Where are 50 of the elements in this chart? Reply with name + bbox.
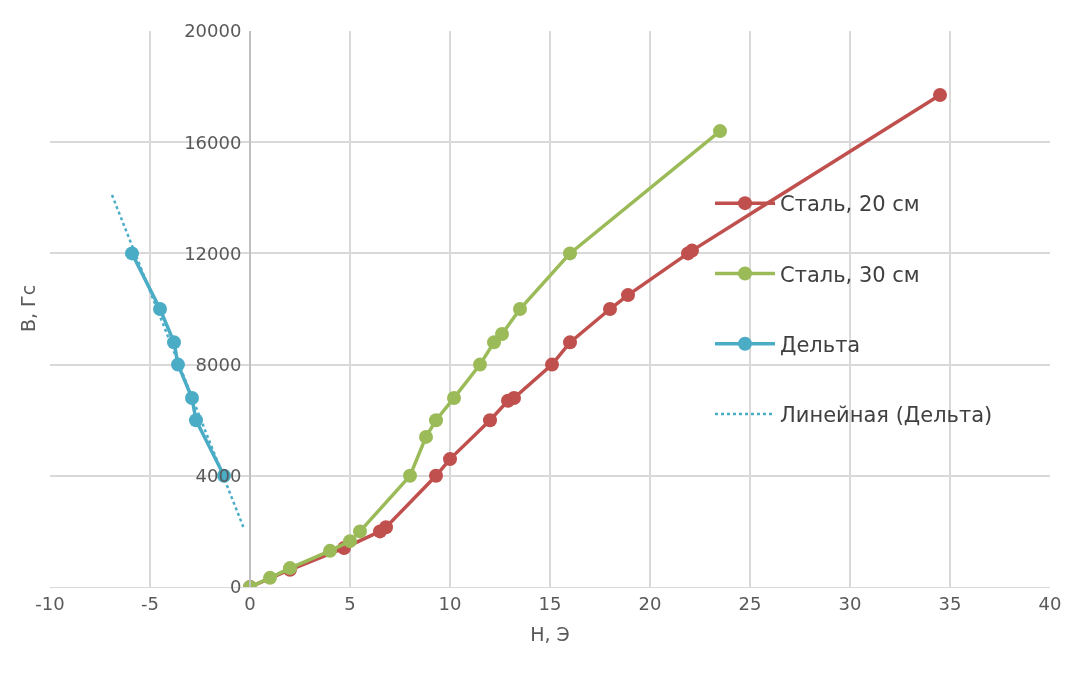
- legend-label: Линейная (Дельта): [780, 403, 993, 428]
- point: [167, 335, 181, 350]
- point: [429, 468, 443, 483]
- x-tick-label: -10: [35, 592, 65, 614]
- x-tick-label: 30: [838, 592, 862, 614]
- y-tick-label: 12000: [184, 242, 242, 264]
- y-tick-label: 16000: [184, 131, 242, 153]
- point: [153, 302, 167, 316]
- x-tick-label: 0: [244, 592, 256, 614]
- point: [563, 246, 577, 261]
- point: [483, 413, 497, 428]
- point: [473, 357, 487, 372]
- point: [403, 468, 417, 483]
- point: [933, 87, 947, 102]
- y-tick-label: 8000: [195, 353, 242, 375]
- point: [495, 327, 509, 342]
- point: [429, 413, 443, 428]
- legend-label: Сталь, 20 см: [780, 192, 920, 217]
- point: [419, 429, 433, 444]
- point: [545, 357, 559, 372]
- x-tick-label: -5: [141, 592, 159, 614]
- x-tick-label: 40: [1038, 592, 1062, 614]
- point: [487, 335, 501, 350]
- point: [447, 390, 461, 405]
- x-tick-label: 5: [344, 592, 356, 614]
- point: [379, 520, 393, 535]
- x-tick-label: 15: [538, 592, 562, 614]
- point: [323, 543, 337, 558]
- point: [563, 335, 577, 350]
- x-tick-label: 10: [438, 592, 462, 614]
- point: [263, 570, 277, 585]
- point: [713, 124, 727, 139]
- point: [353, 524, 367, 539]
- x-axis-title: H, Э: [530, 623, 570, 646]
- x-tick-label: 25: [738, 592, 762, 614]
- point: [189, 413, 203, 428]
- point: [443, 452, 457, 467]
- legend-label: Дельта: [780, 332, 861, 357]
- y-tick-label: 20000: [184, 20, 242, 42]
- legend-label: Сталь, 30 см: [780, 262, 920, 287]
- x-tick-label: 20: [638, 592, 662, 614]
- point: [513, 302, 527, 316]
- y-tick-label: 0: [229, 576, 242, 598]
- point: [343, 534, 357, 549]
- point: [603, 302, 617, 316]
- x-tick-label: 35: [938, 592, 962, 614]
- y-axis-title: B, Гс: [17, 284, 39, 332]
- point: [621, 288, 635, 303]
- point: [507, 390, 521, 405]
- point: [685, 243, 699, 258]
